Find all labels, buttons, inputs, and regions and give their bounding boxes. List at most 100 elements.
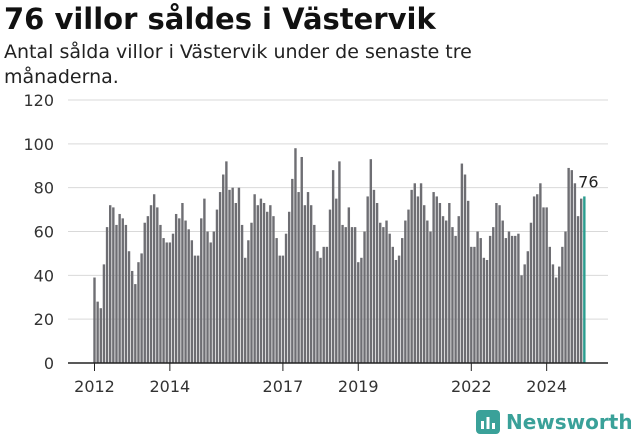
bar bbox=[435, 196, 438, 363]
x-tick-label: 2024 bbox=[526, 377, 567, 396]
bar bbox=[140, 253, 143, 363]
bar bbox=[281, 255, 285, 363]
bar bbox=[96, 301, 99, 363]
x-tick-label: 2012 bbox=[74, 377, 115, 396]
bar bbox=[567, 167, 570, 363]
bar bbox=[454, 235, 457, 363]
bar bbox=[291, 178, 294, 363]
bar bbox=[404, 220, 407, 363]
bar bbox=[262, 203, 266, 363]
bar bbox=[335, 198, 338, 363]
bar bbox=[102, 264, 106, 363]
bar bbox=[209, 242, 212, 363]
bar bbox=[561, 246, 564, 363]
bar bbox=[366, 196, 369, 363]
bar bbox=[580, 198, 583, 363]
bar bbox=[451, 227, 454, 363]
bar bbox=[200, 218, 203, 363]
bar bbox=[554, 277, 558, 363]
bar bbox=[196, 255, 200, 363]
newsworthy-logo-icon bbox=[476, 410, 500, 434]
bar bbox=[576, 216, 580, 363]
bar bbox=[256, 205, 259, 363]
bar bbox=[492, 227, 495, 363]
bar bbox=[426, 220, 429, 363]
bar bbox=[551, 264, 555, 363]
bar bbox=[570, 170, 573, 363]
bar bbox=[137, 262, 140, 363]
bar bbox=[470, 246, 473, 363]
bar bbox=[573, 183, 577, 363]
bar bbox=[234, 203, 237, 363]
bar bbox=[363, 231, 366, 363]
bar bbox=[369, 159, 373, 363]
bar bbox=[558, 266, 561, 363]
bar bbox=[536, 194, 539, 363]
bar bbox=[338, 161, 341, 363]
bar bbox=[407, 209, 410, 363]
bar bbox=[388, 233, 391, 363]
bar bbox=[485, 259, 489, 363]
bar bbox=[193, 255, 197, 363]
bar bbox=[372, 189, 376, 363]
bar bbox=[520, 275, 523, 363]
y-tick-label: 120 bbox=[23, 91, 54, 110]
bar bbox=[501, 220, 504, 363]
bar bbox=[498, 205, 501, 363]
bar bbox=[448, 203, 451, 363]
bar bbox=[300, 156, 303, 363]
bar bbox=[313, 224, 316, 363]
bar bbox=[353, 227, 357, 363]
bar bbox=[269, 205, 272, 363]
bar bbox=[382, 227, 385, 363]
bar bbox=[331, 170, 335, 363]
bar bbox=[507, 231, 511, 363]
bar bbox=[463, 174, 467, 363]
bar bbox=[162, 238, 165, 363]
bar bbox=[309, 205, 313, 363]
bar bbox=[247, 240, 250, 363]
bar-latest bbox=[583, 196, 586, 363]
bar bbox=[266, 211, 269, 363]
bar bbox=[168, 242, 172, 363]
bar bbox=[401, 238, 404, 363]
bar bbox=[385, 220, 388, 363]
bar bbox=[121, 218, 124, 363]
bar bbox=[218, 192, 222, 363]
bar bbox=[539, 183, 542, 363]
bar bbox=[504, 238, 508, 363]
bar bbox=[275, 238, 278, 363]
bar bbox=[284, 233, 288, 363]
bar bbox=[316, 251, 319, 363]
bar bbox=[514, 235, 517, 363]
bar bbox=[360, 257, 363, 363]
x-tick-label: 2014 bbox=[150, 377, 191, 396]
bar bbox=[118, 213, 121, 363]
page-title: 76 villor såldes i Västervik bbox=[4, 2, 436, 36]
bar bbox=[278, 255, 281, 363]
bar bbox=[109, 205, 112, 363]
bar bbox=[495, 203, 498, 363]
bar bbox=[413, 183, 416, 363]
bar bbox=[149, 205, 153, 363]
bar bbox=[215, 209, 219, 363]
bar bbox=[206, 231, 209, 363]
bar bbox=[130, 270, 134, 363]
bar bbox=[441, 216, 445, 363]
bar bbox=[344, 227, 347, 363]
x-tick-label: 2017 bbox=[263, 377, 304, 396]
newsworthy-logo-text: Newsworthy bbox=[506, 410, 631, 434]
bar bbox=[391, 246, 394, 363]
bar bbox=[165, 242, 168, 363]
bar bbox=[244, 257, 247, 363]
y-tick-label: 60 bbox=[34, 223, 54, 242]
bar bbox=[545, 207, 548, 363]
bar bbox=[397, 255, 401, 363]
newsworthy-logo: Newsworthy bbox=[476, 408, 631, 436]
bar bbox=[297, 192, 300, 363]
bar bbox=[99, 308, 102, 363]
bar bbox=[482, 257, 486, 363]
bar bbox=[259, 198, 263, 363]
bar bbox=[222, 174, 225, 363]
